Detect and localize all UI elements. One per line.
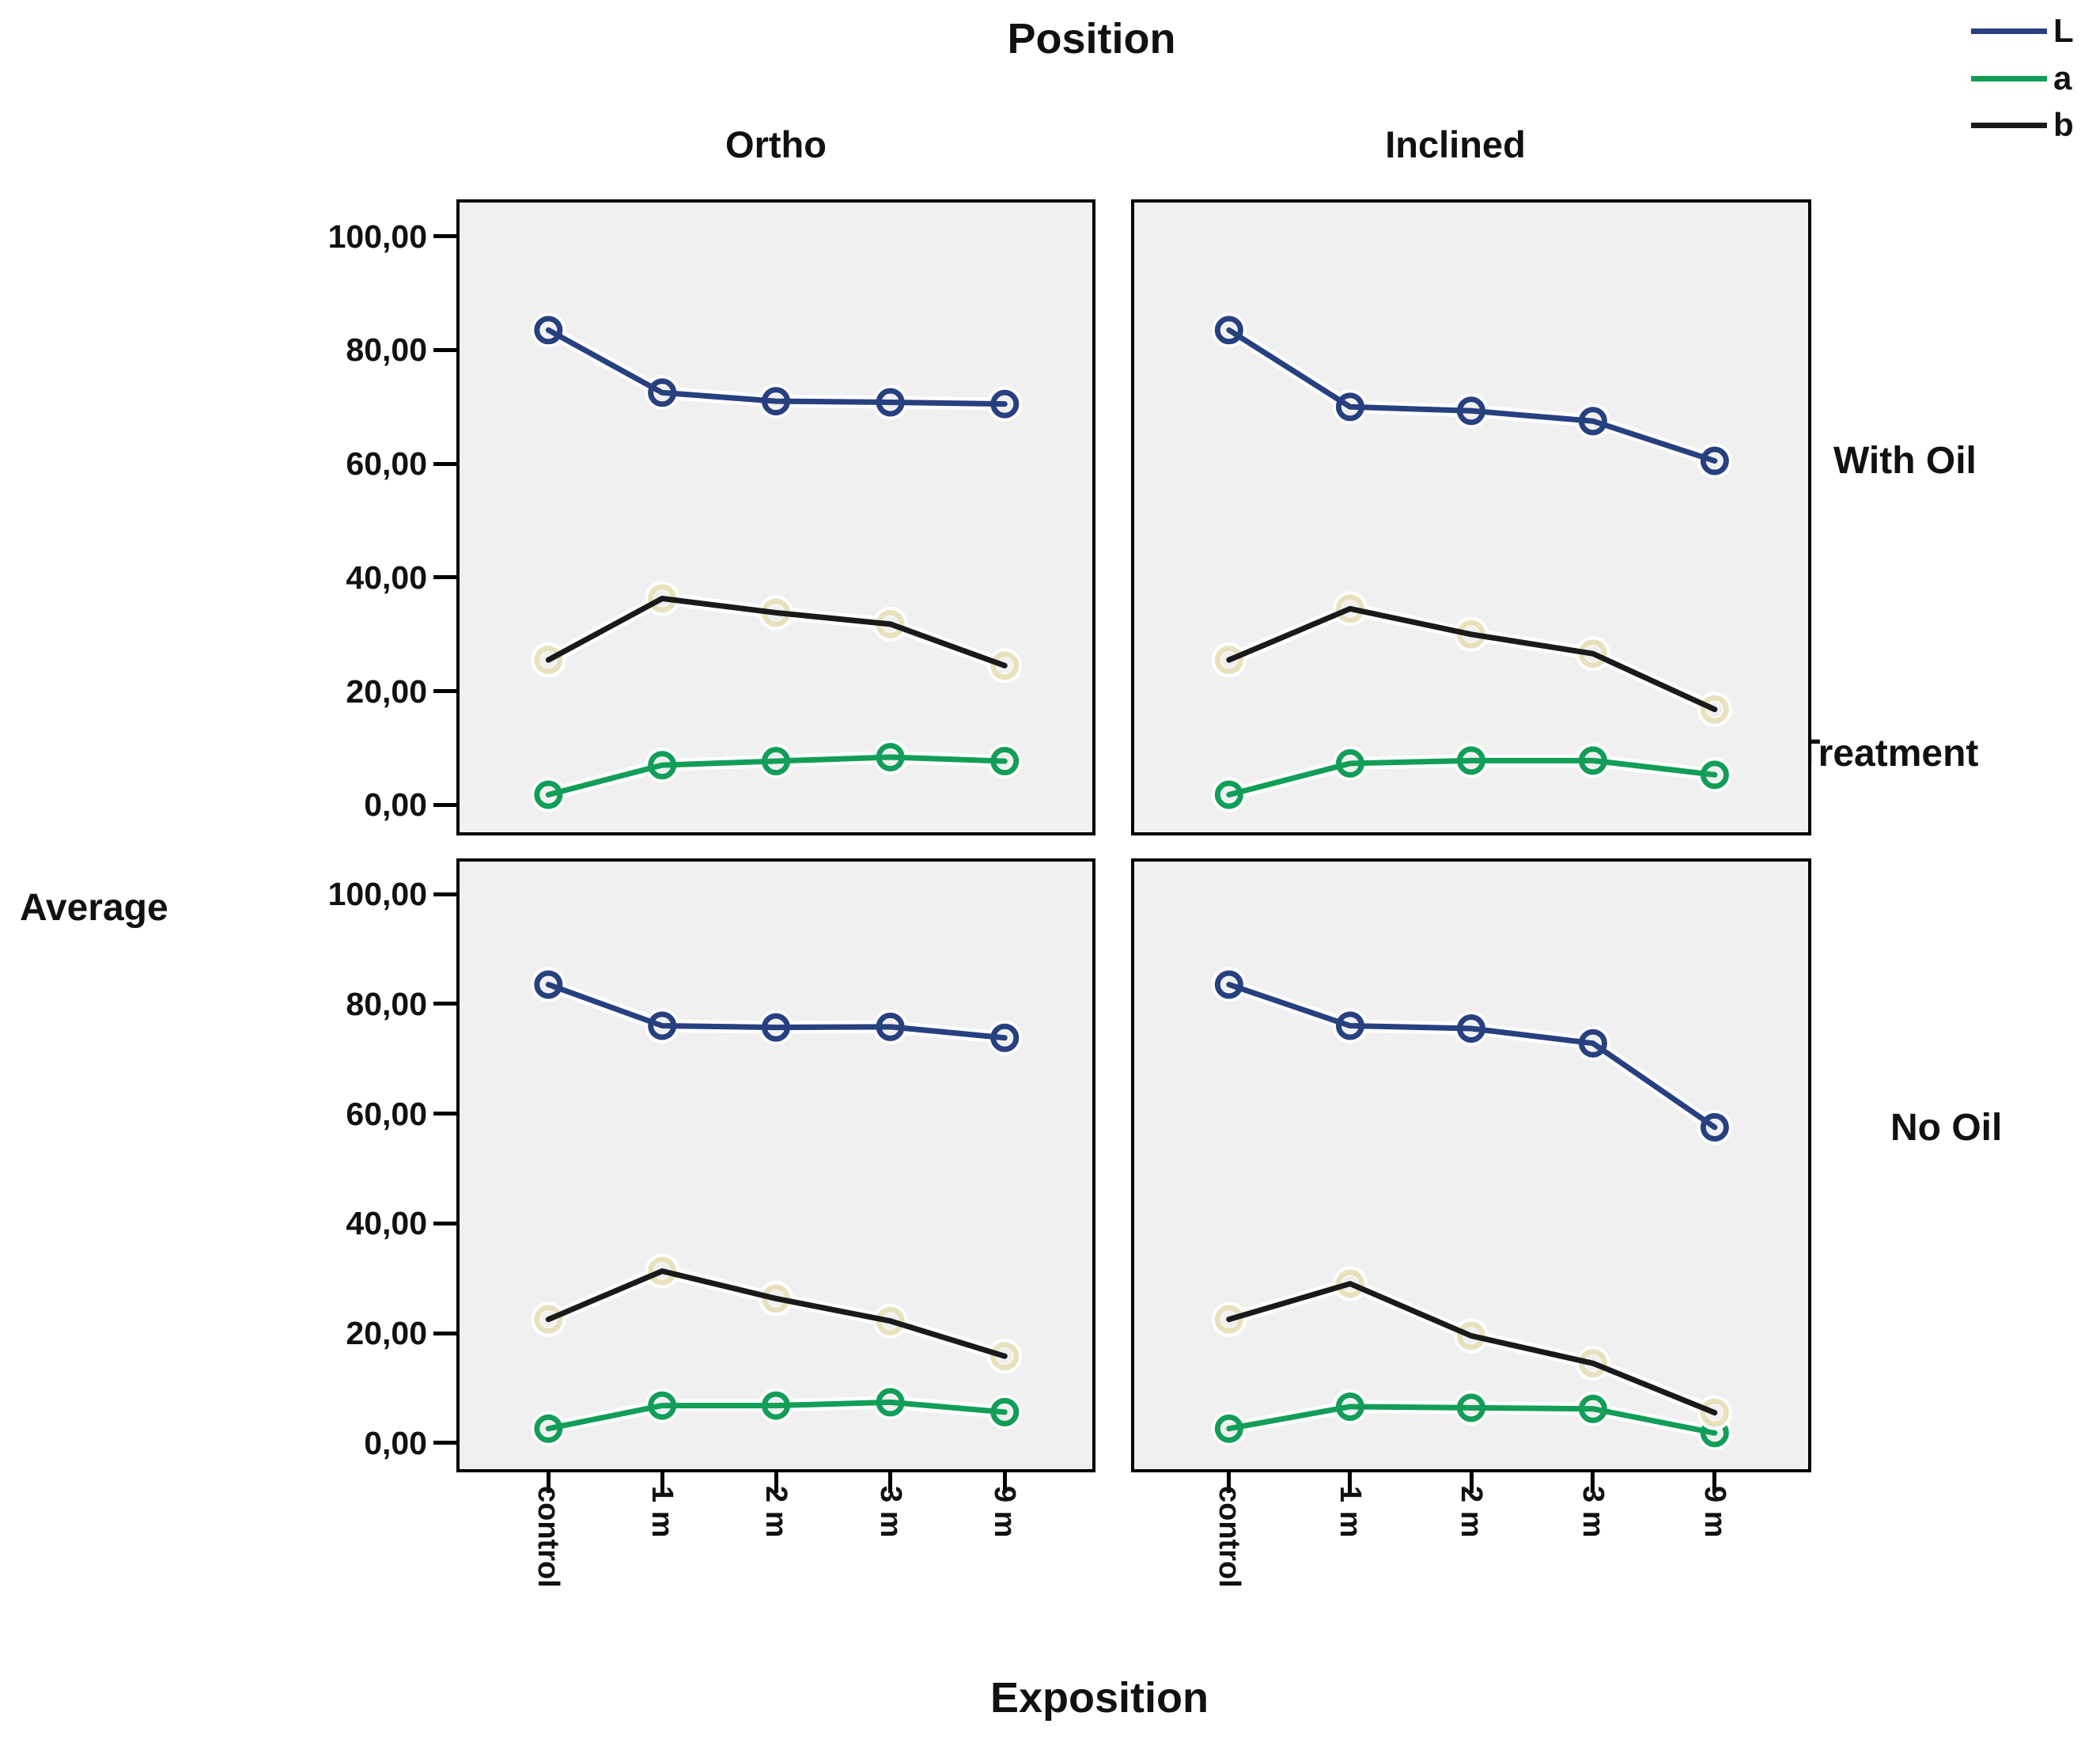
x-axis-title: Exposition bbox=[989, 1674, 1209, 1722]
legend-label: L bbox=[2053, 12, 2074, 49]
series-line-a bbox=[545, 1399, 1008, 1432]
legend-line-swatch-L bbox=[1971, 28, 2047, 34]
data-point-marker-b bbox=[534, 646, 563, 675]
data-point-marker-b bbox=[1214, 646, 1243, 675]
y-tick-label: 60,00 bbox=[346, 445, 427, 483]
panel-ortho-no-oil bbox=[456, 858, 1095, 1472]
legend-item: a bbox=[1971, 59, 2072, 98]
y-tick-mark bbox=[433, 1002, 458, 1006]
panel-inclined-no-oil bbox=[1131, 858, 1811, 1472]
y-tick-mark bbox=[433, 575, 458, 580]
data-point-marker-L bbox=[1214, 970, 1243, 999]
y-tick-label: 60,00 bbox=[346, 1095, 427, 1132]
legend-line-swatch-b bbox=[1971, 122, 2047, 128]
series-line-b bbox=[545, 1268, 1008, 1359]
x-tick-mark bbox=[888, 1472, 893, 1493]
y-tick-label: 100,00 bbox=[327, 876, 427, 912]
data-point-marker-b bbox=[1700, 695, 1729, 724]
data-point-marker-L bbox=[1700, 446, 1729, 475]
y-tick-mark bbox=[433, 689, 458, 694]
legend-label: a bbox=[2053, 59, 2072, 97]
x-tick-mark bbox=[546, 1472, 551, 1493]
y-tick-label: 100,00 bbox=[327, 218, 427, 255]
data-point-marker-b bbox=[1335, 1269, 1364, 1298]
y-tick-mark bbox=[433, 1441, 458, 1445]
y-tick-mark bbox=[433, 234, 458, 239]
data-point-marker-L bbox=[1214, 316, 1243, 345]
row-header-with-oil: With Oil bbox=[1833, 440, 1977, 482]
y-tick-mark bbox=[433, 892, 458, 896]
column-header-ortho: Ortho bbox=[725, 123, 827, 165]
row-variable-title: Treatment bbox=[1797, 733, 1979, 775]
data-point-marker-L bbox=[1700, 1112, 1729, 1142]
series-line-L bbox=[545, 981, 1008, 1041]
x-tick-mark bbox=[1712, 1472, 1717, 1493]
legend-item: L bbox=[1971, 11, 2074, 51]
series-line-L bbox=[545, 327, 1008, 407]
legend-line-swatch-a bbox=[1971, 75, 2047, 81]
x-tick-mark bbox=[660, 1472, 664, 1493]
y-tick-label: 40,00 bbox=[346, 1205, 427, 1242]
x-tick-mark bbox=[1348, 1472, 1353, 1493]
row-header-no-oil: No Oil bbox=[1890, 1107, 2003, 1149]
data-point-marker-L bbox=[534, 970, 563, 999]
data-point-marker-b bbox=[534, 1305, 563, 1334]
y-tick-label: 0,00 bbox=[364, 1424, 427, 1461]
legend-item: b bbox=[1971, 105, 2074, 145]
series-line-L bbox=[1226, 327, 1718, 464]
legend-label: b bbox=[2053, 106, 2074, 143]
series-line-a bbox=[1226, 757, 1718, 797]
series-line-b bbox=[1226, 1281, 1718, 1416]
y-tick-label: 20,00 bbox=[346, 672, 427, 710]
y-tick-mark bbox=[433, 1331, 458, 1335]
data-point-marker-b bbox=[1700, 1398, 1729, 1427]
panel-ortho-with-oil bbox=[456, 199, 1095, 835]
series-line-a bbox=[1226, 1404, 1718, 1436]
y-tick-label: 80,00 bbox=[346, 331, 427, 369]
series-line-halo bbox=[1222, 978, 1721, 1134]
data-point-marker-b bbox=[990, 1342, 1020, 1371]
x-tick-mark bbox=[1591, 1472, 1595, 1493]
x-tick-mark bbox=[1002, 1472, 1007, 1493]
y-tick-label: 0,00 bbox=[364, 786, 427, 824]
column-header-inclined: Inclined bbox=[1385, 123, 1526, 165]
x-tick-mark bbox=[774, 1472, 778, 1493]
data-point-marker-b bbox=[990, 651, 1020, 680]
series-line-L bbox=[1226, 981, 1718, 1131]
series-line-a bbox=[545, 754, 1008, 797]
data-point-marker-L bbox=[534, 316, 563, 345]
y-tick-label: 20,00 bbox=[346, 1315, 427, 1351]
y-axis-title: Average bbox=[20, 887, 168, 929]
y-tick-label: 80,00 bbox=[346, 985, 427, 1022]
y-tick-label: 40,00 bbox=[346, 559, 427, 596]
data-point-marker-a bbox=[1214, 780, 1243, 809]
panel-inclined-with-oil bbox=[1131, 199, 1811, 835]
y-tick-mark bbox=[433, 1221, 458, 1226]
data-point-marker-a bbox=[534, 780, 563, 809]
y-tick-mark bbox=[433, 347, 458, 352]
x-tick-mark bbox=[1469, 1472, 1474, 1493]
y-tick-mark bbox=[433, 461, 458, 466]
y-tick-mark bbox=[433, 1112, 458, 1116]
series-line-b bbox=[545, 595, 1008, 669]
data-point-marker-b bbox=[1214, 1305, 1243, 1334]
x-tick-mark bbox=[1227, 1472, 1232, 1493]
y-tick-mark bbox=[433, 802, 458, 807]
series-line-b bbox=[1226, 605, 1718, 713]
chart-title: Position bbox=[1007, 15, 1176, 63]
